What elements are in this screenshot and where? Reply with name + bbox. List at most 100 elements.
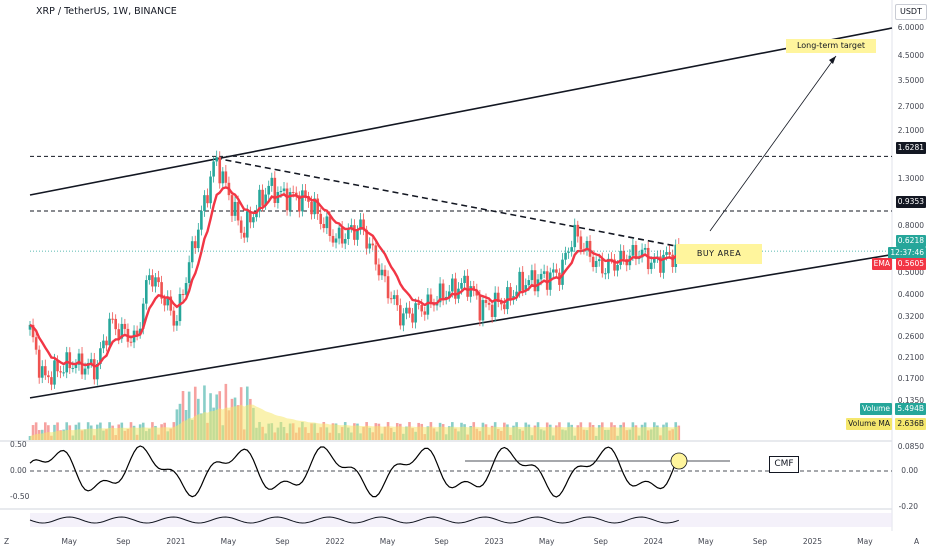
candle-body <box>325 216 329 229</box>
candle-body <box>282 188 286 191</box>
oscillator-line <box>29 516 679 524</box>
time-axis-label: May <box>538 537 555 546</box>
candle-body <box>331 235 335 243</box>
candle-body <box>365 229 368 249</box>
candle-body <box>426 294 430 315</box>
candle-body <box>353 225 356 240</box>
candle-body <box>521 271 525 291</box>
candle-body <box>350 225 353 229</box>
candle-body <box>579 236 583 250</box>
candle-body <box>166 296 170 306</box>
level-high-tag: 1.6281 <box>895 142 926 154</box>
candle-body <box>481 300 485 321</box>
candle-body <box>83 368 87 375</box>
price-axis-label: 0.8000 <box>897 221 924 231</box>
candle-body <box>34 337 38 350</box>
candle-body <box>178 294 182 322</box>
candle-body <box>561 259 564 285</box>
countdown-tag: 12:37:46 <box>888 247 926 259</box>
candle-body <box>236 201 240 221</box>
candle-body <box>447 291 451 297</box>
candle-body <box>499 301 503 305</box>
candle-body <box>77 353 81 365</box>
candle-body <box>567 251 570 253</box>
candle-body <box>665 252 668 255</box>
candle-body <box>405 307 408 314</box>
candle-body <box>298 195 301 212</box>
candle-body <box>206 195 209 204</box>
candle-body <box>62 372 65 374</box>
candle-body <box>552 269 555 273</box>
candle-body <box>429 294 433 303</box>
buy-area-label[interactable]: BUY AREA <box>676 244 762 264</box>
volume-bar <box>178 403 182 440</box>
corner-left-label: Z <box>4 537 10 546</box>
candle-body <box>56 360 59 372</box>
candle-body <box>337 227 341 239</box>
candle-body <box>463 275 466 284</box>
price-axis-label: 6.0000 <box>897 23 924 32</box>
candle-body <box>383 269 387 277</box>
candle-body <box>607 258 610 274</box>
candle-body <box>414 303 417 323</box>
time-axis-label: May <box>61 537 78 546</box>
long-term-target-label[interactable]: Long-term target <box>786 39 876 53</box>
candle-body <box>157 277 160 283</box>
ema-line <box>29 186 680 368</box>
volume-ma-value-tag: 2.636B <box>895 418 926 430</box>
price-axis-label: 2.1000 <box>897 126 924 136</box>
cmf-label[interactable]: CMF <box>769 456 799 473</box>
candle-body <box>50 377 53 385</box>
candle-body <box>460 283 463 289</box>
time-axis-label: 2021 <box>166 537 186 546</box>
candle-body <box>245 211 249 238</box>
candle-body <box>301 190 304 212</box>
channel-lower-line <box>29 253 893 399</box>
candle-body <box>249 211 252 223</box>
candle-body <box>47 375 50 378</box>
descending-trendline <box>215 157 680 248</box>
candle-body <box>105 340 108 346</box>
candle-body <box>233 201 237 216</box>
candle-body <box>392 295 396 299</box>
candle-body <box>539 273 543 280</box>
price-axis-label: 0.2600 <box>897 331 924 341</box>
candle-body <box>151 275 154 287</box>
volume-bar <box>31 425 35 440</box>
time-axis-label: Sep <box>593 537 608 546</box>
candle-body <box>175 321 179 326</box>
candle-body <box>576 224 580 237</box>
candle-body <box>129 341 133 343</box>
time-axis-label: May <box>379 537 396 546</box>
candle-body <box>493 292 497 317</box>
candle-body <box>423 311 427 315</box>
candle-body <box>279 190 283 193</box>
candle-body <box>117 329 121 339</box>
candle-body <box>138 328 142 335</box>
symbol-title: XRP / TetherUS, 1W, BINANCE <box>36 6 177 17</box>
candle-body <box>503 304 506 310</box>
candle-body <box>169 296 173 311</box>
candle-body <box>380 269 384 276</box>
candle-body <box>31 324 35 338</box>
candle-body <box>288 192 292 211</box>
candle-body <box>71 367 75 369</box>
candle-body <box>328 216 332 236</box>
candle-body <box>487 302 491 305</box>
candle-body <box>671 254 674 268</box>
candle-body <box>313 198 316 215</box>
candle-body <box>102 340 105 349</box>
candle-body <box>649 262 653 270</box>
candle-body <box>209 176 212 204</box>
currency-button[interactable]: USDT <box>895 4 927 20</box>
cmf-axis-label: 0.00 <box>10 466 27 475</box>
time-axis-label: May <box>857 537 873 546</box>
candle-body <box>542 271 546 274</box>
candle-body <box>255 211 258 218</box>
candle-body <box>316 198 319 214</box>
candle-body <box>441 283 445 300</box>
candle-body <box>291 192 295 194</box>
price-axis-label: 1.3000 <box>897 173 924 183</box>
candle-body <box>197 229 200 249</box>
